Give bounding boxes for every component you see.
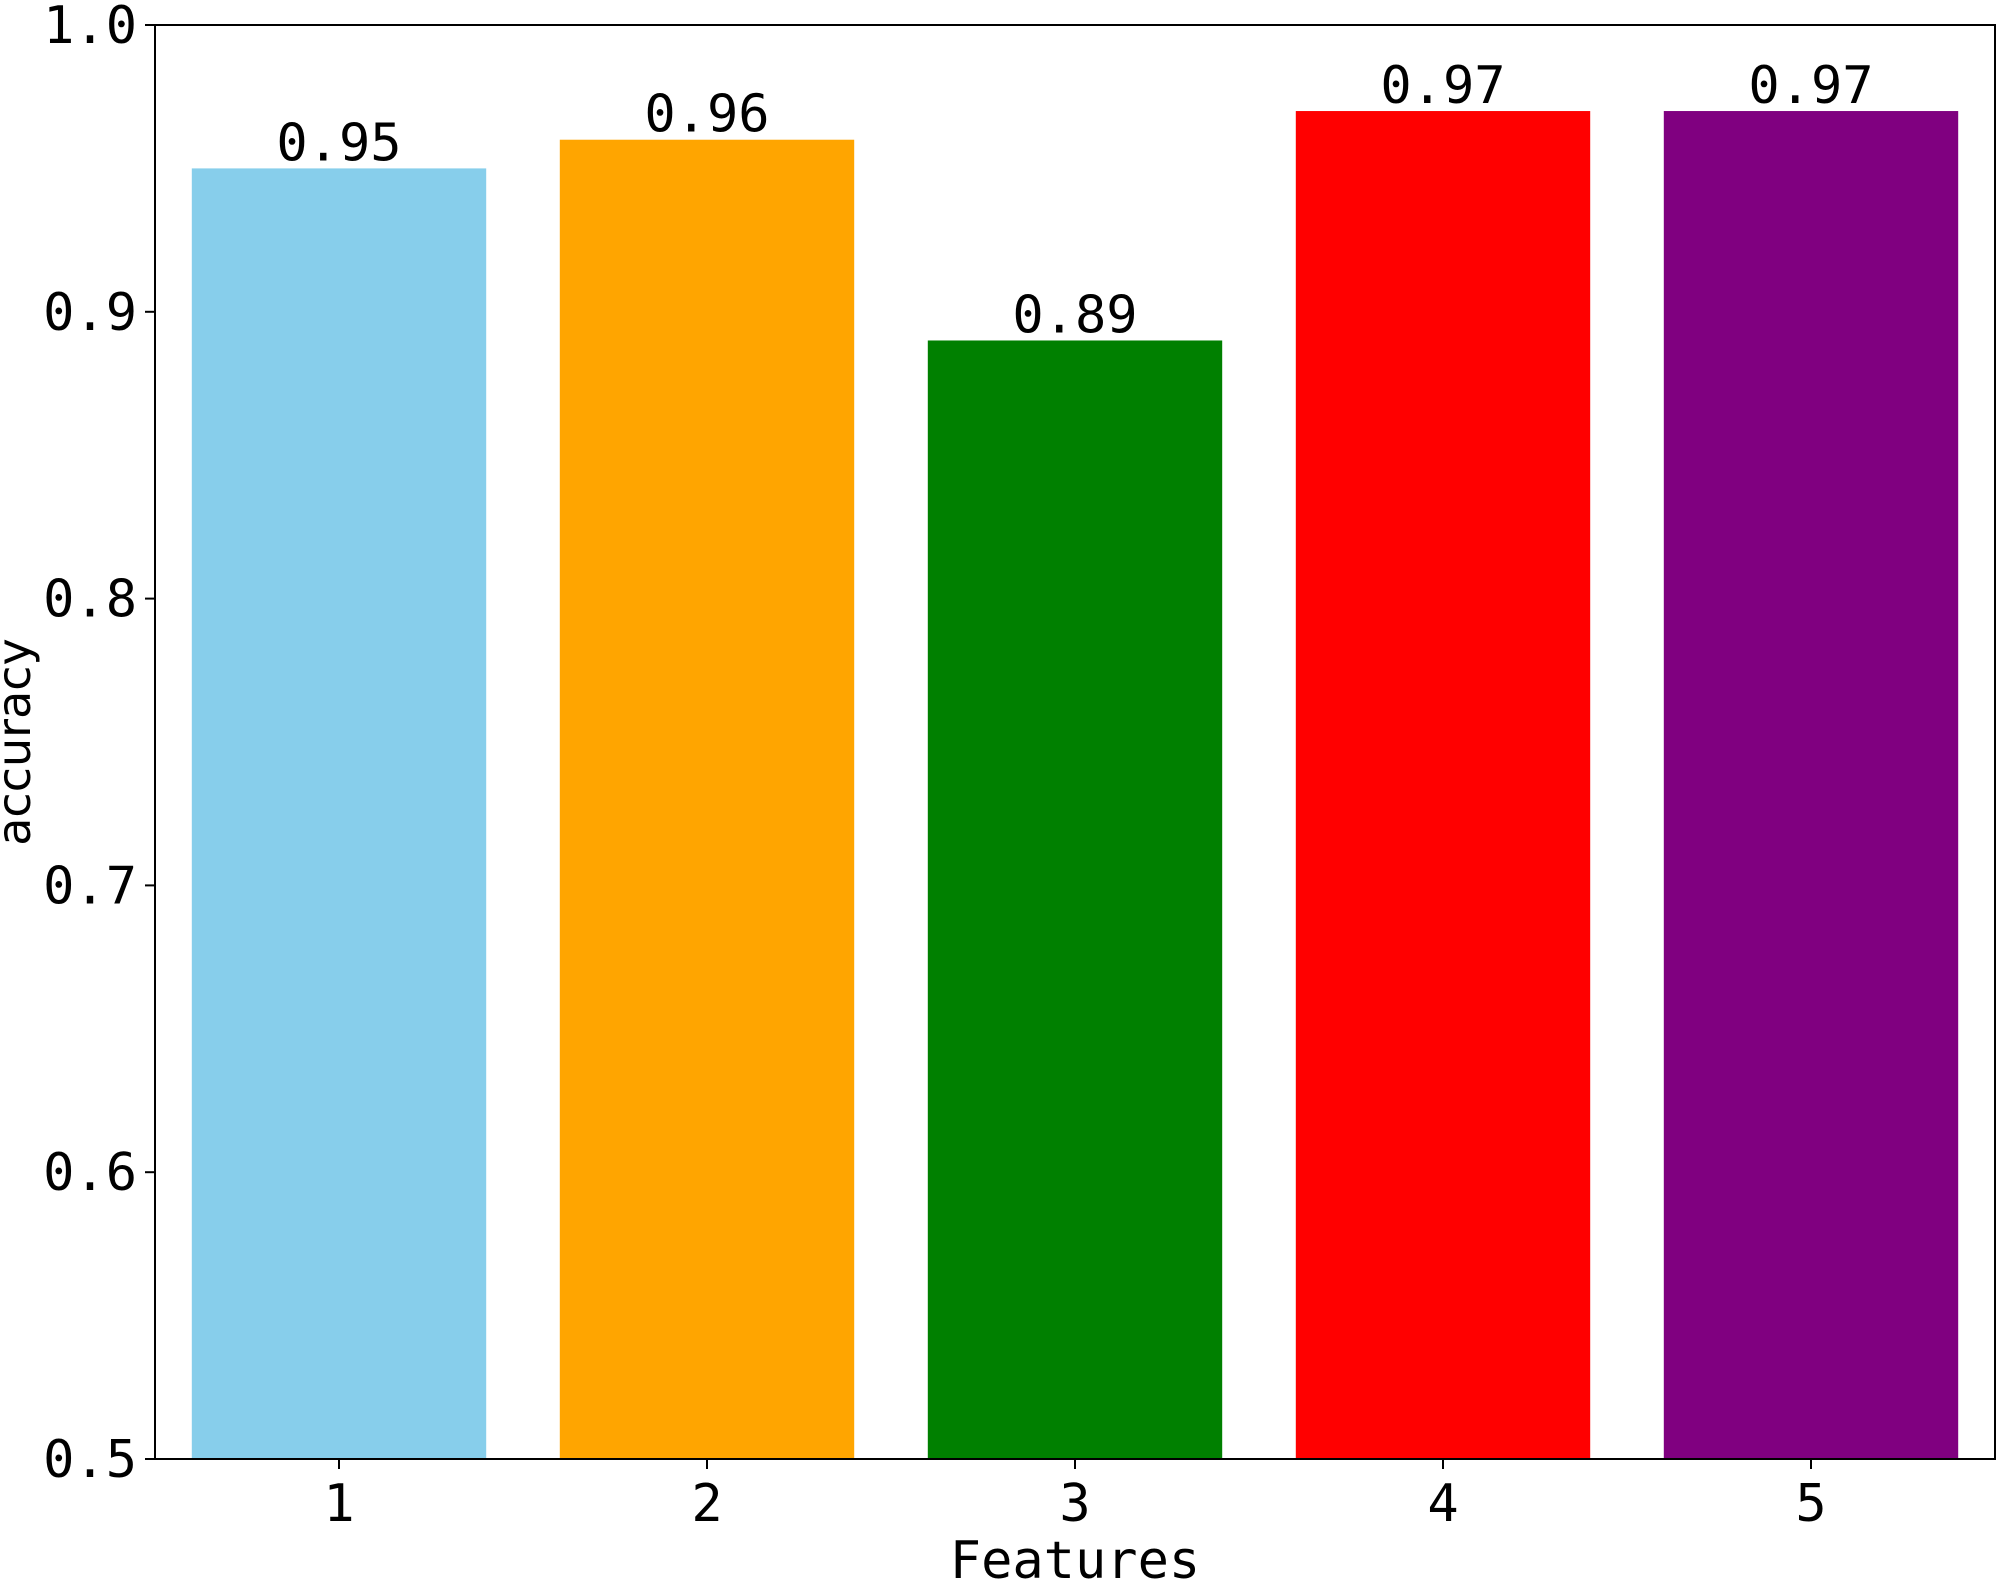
y-axis-ticks: 0.5 0.6 0.7 0.8 0.9 1.0: [43, 0, 155, 1490]
y-tick-label: 0.6: [43, 1143, 137, 1203]
bars-group: [191, 111, 1959, 1460]
bar-value-label: 0.96: [644, 85, 769, 145]
y-tick-label: 1.0: [43, 0, 137, 56]
x-tick-label: 4: [1427, 1474, 1458, 1534]
y-tick-label: 0.5: [43, 1430, 137, 1490]
bar-value-label: 0.97: [1748, 56, 1873, 116]
y-tick-label: 0.9: [43, 283, 137, 343]
bar-value-label: 0.89: [1012, 285, 1137, 345]
x-axis-ticks: 1 2 3 4 5: [323, 1459, 1827, 1534]
x-tick-label: 5: [1795, 1474, 1826, 1534]
bar-4: [1295, 111, 1591, 1459]
x-axis-label: Features: [950, 1531, 1200, 1584]
bar-1: [191, 168, 487, 1459]
y-tick-label: 0.8: [43, 570, 137, 630]
x-tick-label: 1: [323, 1474, 354, 1534]
bar-5: [1663, 111, 1959, 1459]
bar-value-labels: 0.95 0.96 0.89 0.97 0.97: [276, 56, 1873, 345]
bar-value-label: 0.95: [276, 113, 401, 173]
y-tick-label: 0.7: [43, 856, 137, 916]
bar-2: [559, 139, 855, 1460]
x-tick-label: 2: [691, 1474, 722, 1534]
bar-value-label: 0.97: [1380, 56, 1505, 116]
plot-frame: [154, 24, 1996, 1460]
x-tick-label: 3: [1059, 1474, 1090, 1534]
bar-3: [927, 340, 1223, 1460]
y-axis-label: accuracy: [0, 638, 41, 846]
